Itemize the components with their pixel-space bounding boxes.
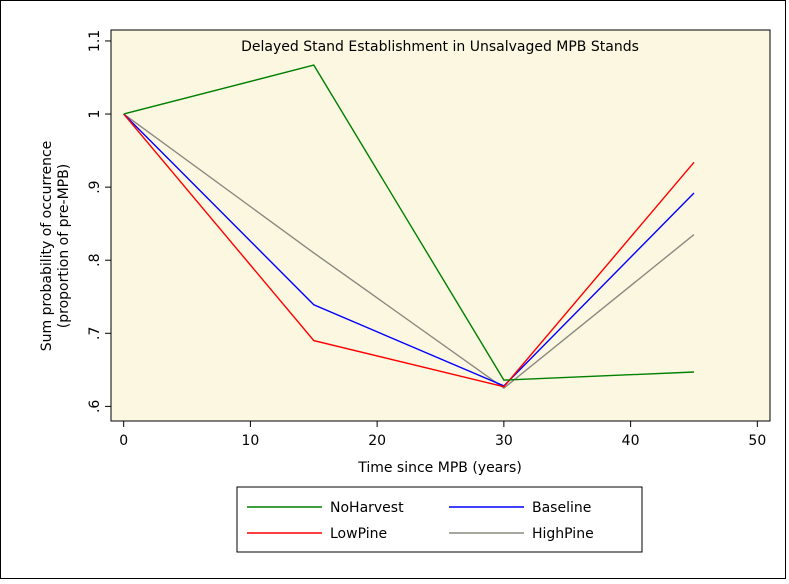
chart-title: Delayed Stand Establishment in Unsalvage… <box>241 39 639 55</box>
y-axis: .6 .7 .8 .9 1 1.1 <box>87 30 111 413</box>
y-tick-label: .9 <box>87 180 103 193</box>
series-lines <box>123 64 695 389</box>
series-line-baseline <box>123 113 695 387</box>
series-line-highpine <box>123 113 695 389</box>
y-tick-label: 1.1 <box>87 30 103 52</box>
x-tick-label: 0 <box>119 433 128 449</box>
y-axis-label-line-2: (proportion of pre-MPB) <box>56 164 72 328</box>
x-tick-label: 30 <box>495 433 513 449</box>
x-tick-label: 40 <box>622 433 640 449</box>
series-line-lowpine <box>123 113 695 388</box>
y-tick-label: .8 <box>87 254 103 267</box>
x-tick-label: 10 <box>241 433 259 449</box>
y-tick-label: .7 <box>87 327 103 340</box>
y-tick-label: .6 <box>87 400 103 413</box>
x-axis: 0 10 20 30 40 50 <box>119 421 766 449</box>
legend: NoHarvest Baseline LowPine HighPine <box>236 486 643 553</box>
legend-label-highpine: HighPine <box>532 526 594 542</box>
x-axis-label: Time since MPB (years) <box>357 460 522 476</box>
legend-label-lowpine: LowPine <box>330 526 387 542</box>
y-tick-label: 1 <box>87 110 103 119</box>
y-axis-label-line-1: Sum probability of occurrence <box>39 141 55 352</box>
x-tick-label: 20 <box>368 433 386 449</box>
legend-box <box>236 486 643 553</box>
plot-area <box>110 29 771 422</box>
legend-label-noharvest: NoHarvest <box>330 500 404 516</box>
x-tick-label: 50 <box>748 433 766 449</box>
legend-label-baseline: Baseline <box>532 500 591 516</box>
series-line-noharvest <box>123 64 695 381</box>
